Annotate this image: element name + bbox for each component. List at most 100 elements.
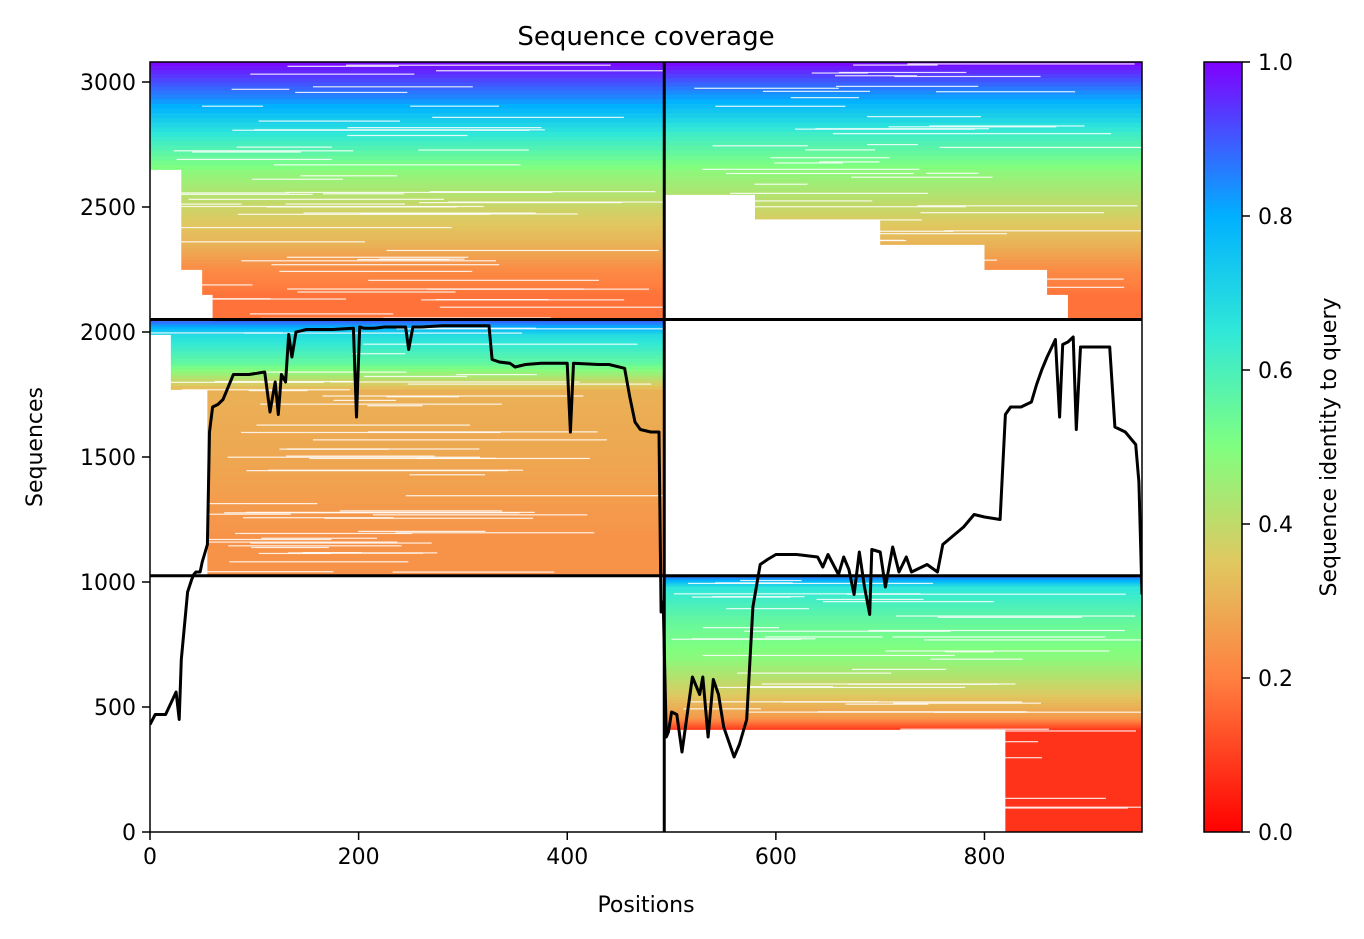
gap-streak — [892, 636, 1106, 638]
identity-band — [664, 585, 1142, 588]
gap-streak — [772, 283, 1041, 285]
identity-band — [664, 726, 1142, 729]
identity-band — [207, 553, 665, 560]
identity-band — [212, 313, 665, 317]
y-tick-label: 3000 — [80, 71, 136, 96]
gap-streak — [885, 650, 1110, 652]
gap-streak — [347, 134, 468, 137]
gap-streak — [665, 276, 914, 278]
identity-band — [150, 78, 665, 83]
gap-streak — [386, 249, 659, 252]
identity-band — [202, 285, 665, 289]
identity-band — [150, 132, 665, 138]
identity-band — [664, 697, 1142, 701]
gap-streak — [744, 630, 951, 632]
gap-streak — [929, 125, 1085, 127]
identity-band — [207, 570, 665, 577]
identity-band — [664, 611, 1142, 616]
identity-band — [207, 406, 665, 416]
identity-band — [755, 207, 1142, 211]
identity-band — [150, 122, 665, 128]
identity-band — [755, 194, 1142, 199]
identity-band — [880, 238, 1142, 242]
gap-streak — [435, 70, 665, 72]
gap-streak — [784, 814, 860, 816]
identity-band — [755, 213, 1142, 217]
identity-band — [212, 300, 665, 305]
identity-band — [1047, 291, 1142, 295]
identity-band — [207, 448, 665, 458]
y-axis-label: Sequences — [23, 387, 48, 507]
gap-streak — [170, 381, 325, 383]
gap-streak — [712, 145, 809, 147]
gap-streak — [737, 672, 892, 674]
gap-streak — [838, 71, 967, 74]
y-tick-label: 1500 — [80, 446, 136, 471]
colorbar-tick-label: 1.0 — [1258, 51, 1293, 76]
identity-band — [664, 717, 1142, 719]
gap-streak — [900, 728, 1049, 730]
gap-streak — [418, 149, 529, 151]
identity-band — [181, 266, 665, 270]
identity-band — [664, 90, 1142, 95]
identity-band — [170, 351, 665, 356]
identity-band — [170, 334, 665, 339]
gap-streak — [367, 405, 423, 407]
identity-band — [181, 250, 665, 255]
identity-band — [181, 225, 665, 231]
identity-band — [664, 94, 1142, 100]
identity-band — [207, 389, 665, 399]
gap-streak — [726, 608, 809, 610]
gap-streak — [924, 639, 1142, 641]
identity-band — [664, 675, 1142, 681]
gap-streak — [169, 193, 313, 195]
x-tick-label: 200 — [338, 845, 380, 870]
gap-streak — [432, 116, 624, 118]
identity-band — [664, 150, 1142, 156]
identity-band — [202, 291, 665, 295]
gap-streak — [853, 64, 938, 66]
gap-streak — [260, 403, 502, 405]
chart-title: Sequence coverage — [517, 22, 774, 52]
identity-band — [207, 537, 665, 544]
gap-streak — [702, 654, 955, 657]
identity-band — [207, 466, 665, 477]
gap-streak — [715, 582, 793, 584]
identity-band — [170, 358, 665, 363]
identity-band — [207, 414, 665, 424]
identity-band — [170, 344, 665, 349]
gap-streak — [251, 178, 343, 180]
identity-band — [664, 689, 1142, 695]
gap-streak — [779, 740, 985, 742]
gap-streak — [770, 157, 890, 159]
identity-band — [181, 244, 665, 249]
gap-streak — [888, 126, 1057, 128]
gap-streak — [357, 530, 486, 533]
identity-band — [207, 548, 665, 555]
identity-band — [170, 348, 665, 353]
gap-streak — [360, 213, 578, 215]
gap-streak — [761, 683, 1016, 685]
gap-streak — [285, 191, 553, 194]
gap-streak — [322, 395, 584, 397]
identity-band — [181, 230, 665, 236]
gap-streak — [702, 627, 780, 629]
identity-band — [207, 423, 665, 433]
identity-band — [664, 624, 1142, 630]
colorbar-tick-label: 0.2 — [1258, 667, 1293, 692]
identity-band — [207, 542, 665, 549]
identity-band — [207, 522, 665, 533]
gap-streak — [846, 593, 1126, 595]
gap-streak — [255, 371, 407, 373]
gap-streak — [347, 127, 542, 129]
identity-band — [170, 355, 665, 359]
gap-streak — [874, 807, 961, 809]
identity-band — [664, 113, 1142, 119]
gap-streak — [866, 143, 918, 146]
gap-streak — [944, 651, 994, 653]
identity-band — [1005, 729, 1142, 743]
gap-streak — [410, 105, 500, 107]
gap-streak — [150, 503, 318, 505]
identity-band — [170, 379, 665, 384]
